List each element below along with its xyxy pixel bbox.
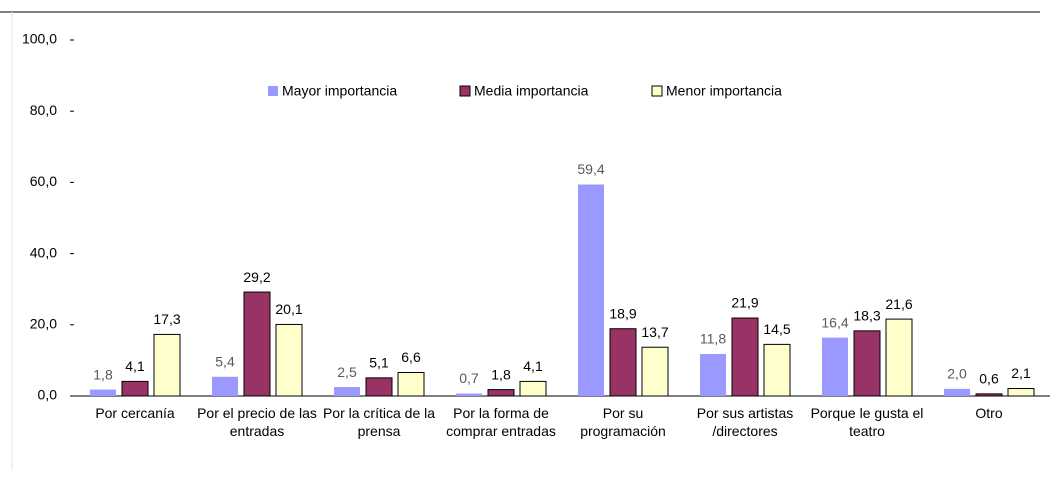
value-label: 4,1 <box>125 358 145 374</box>
y-tick-label: 80,0 <box>30 102 57 118</box>
value-label: 2,5 <box>337 364 357 380</box>
value-label: 1,8 <box>491 366 511 382</box>
legend-swatch <box>651 85 663 97</box>
value-label: 13,7 <box>641 324 668 340</box>
x-tick-label: Otro <box>975 405 1003 421</box>
value-label: 18,3 <box>853 308 880 324</box>
value-label: 11,8 <box>700 331 726 347</box>
bar <box>944 388 970 396</box>
y-tick-label: 100,0 <box>22 31 57 47</box>
bar <box>609 328 637 397</box>
value-label: 0,7 <box>459 370 479 386</box>
x-tick-label: Por el precio de las entradas <box>197 405 317 439</box>
value-label: 21,6 <box>885 296 912 312</box>
x-tick-label: Por cercanía <box>95 405 175 421</box>
legend-label: Media importancia <box>474 83 589 99</box>
legend-swatch <box>459 85 471 97</box>
bar <box>763 343 791 397</box>
y-tick-label: 60,0 <box>30 173 57 189</box>
value-label: 16,4 <box>821 314 848 330</box>
legend-label: Menor importancia <box>666 83 782 99</box>
bar <box>853 330 881 397</box>
bar <box>456 393 482 396</box>
x-tick-label: Por la crítica de la prensa <box>322 405 436 439</box>
value-label: 2,1 <box>1011 365 1031 381</box>
bar <box>578 184 604 396</box>
value-label: 14,5 <box>763 321 790 337</box>
legend-label: Mayor importancia <box>282 83 397 99</box>
value-label: 2,0 <box>947 366 967 382</box>
bar <box>519 380 547 397</box>
value-label: 20,1 <box>275 301 302 317</box>
value-label: 1,8 <box>93 366 113 382</box>
bar <box>822 337 848 396</box>
value-label: 5,4 <box>215 353 235 369</box>
bar <box>975 393 1003 397</box>
bar <box>90 389 116 396</box>
bar <box>885 318 913 397</box>
value-label: 18,9 <box>609 305 636 321</box>
y-tick-label: 0,0 <box>38 387 58 403</box>
bar <box>275 323 303 397</box>
x-tick-label: Porque le gusta el teatro <box>810 405 924 439</box>
value-label: 21,9 <box>731 295 758 311</box>
bar <box>153 333 181 397</box>
bar <box>243 291 271 397</box>
y-tick-label: 40,0 <box>30 244 57 260</box>
y-tick-label: 20,0 <box>30 316 57 332</box>
bar <box>365 377 393 397</box>
value-label: 6,6 <box>401 349 421 365</box>
value-label: 5,1 <box>369 355 389 371</box>
value-label: 0,6 <box>979 371 999 387</box>
value-label: 4,1 <box>523 358 543 374</box>
x-tick-label: Por su programación <box>580 405 666 439</box>
bar <box>731 317 759 397</box>
x-tick-label: Por la forma de comprar entradas <box>446 405 556 439</box>
value-label: 17,3 <box>153 311 180 327</box>
bar <box>397 372 425 397</box>
value-label: 29,2 <box>243 269 270 285</box>
bar <box>487 389 515 397</box>
bar <box>1007 388 1035 397</box>
x-tick-label: Por sus artistas /directores <box>696 405 794 439</box>
value-label: 59,4 <box>577 161 604 177</box>
bar <box>700 353 726 396</box>
bar <box>641 346 669 397</box>
bar <box>121 380 149 397</box>
bar <box>212 376 238 396</box>
legend-swatch <box>268 86 278 96</box>
bar <box>334 387 360 396</box>
